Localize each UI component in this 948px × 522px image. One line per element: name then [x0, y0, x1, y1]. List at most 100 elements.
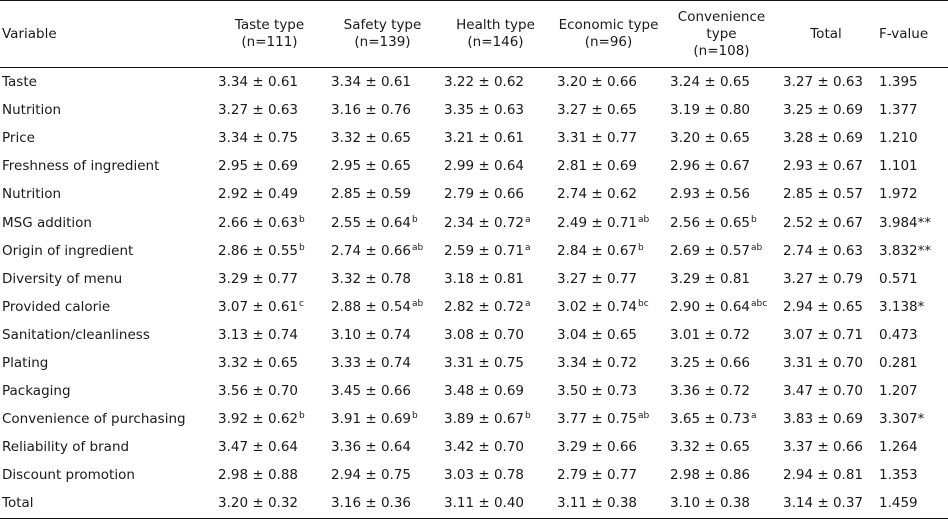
cell-value: 3.35 ± 0.63	[444, 102, 525, 119]
cell-value: 3.08 ± 0.70	[444, 326, 525, 343]
table-cell: 3.29 ± 0.66	[551, 433, 664, 461]
cell-value: 3.20 ± 0.65	[670, 130, 751, 147]
table-cell: 2.59 ± 0.71a	[438, 237, 551, 265]
table-cell: 3.07 ± 0.61c	[212, 293, 325, 321]
table-cell: 3.20 ± 0.66	[551, 68, 664, 97]
table-cell: 3.21 ± 0.61	[438, 124, 551, 152]
table-cell: 3.10 ± 0.38	[664, 489, 777, 519]
cell-value: 3.47 ± 0.64	[218, 439, 299, 456]
table-cell: 3.27 ± 0.63	[212, 96, 325, 124]
cell-value: 3.04 ± 0.65	[557, 326, 638, 343]
table-cell: 3.33 ± 0.74	[325, 349, 438, 377]
f-value: 0.473	[879, 326, 918, 343]
cell-value: 2.86 ± 0.55	[218, 242, 299, 259]
f-value: 1.207	[879, 383, 918, 400]
header-health-type: Health type (n=146)	[438, 0, 551, 68]
cell-value: 3.14 ± 0.37	[783, 495, 864, 512]
cell-value: 2.56 ± 0.65	[670, 214, 751, 231]
table-row: Packaging 3.56 ± 0.70 3.45 ± 0.66 3.48 ± 0.…	[0, 377, 948, 405]
cell-value: 3.29 ± 0.66	[557, 439, 638, 456]
cell-value: 2.94 ± 0.81	[783, 467, 864, 484]
table-cell: 2.84 ± 0.67b	[551, 237, 664, 265]
cell-superscript: ab	[638, 214, 650, 225]
table-cell: 3.77 ± 0.75ab	[551, 405, 664, 433]
header-taste-type: Taste type (n=111)	[212, 0, 325, 68]
cell-value: 2.55 ± 0.64	[331, 214, 412, 231]
f-value: 1.264	[879, 439, 918, 456]
cell-value: 3.92 ± 0.62	[218, 411, 299, 428]
header-f-value: F-value	[873, 0, 948, 68]
header-convenience-type: Convenience type (n=108)	[664, 0, 777, 68]
cell-value: 2.85 ± 0.59	[331, 186, 412, 203]
table-cell: 3.45 ± 0.66	[325, 377, 438, 405]
table-row: Nutrition 2.92 ± 0.49 2.85 ± 0.59 2.79 ± 0.…	[0, 180, 948, 208]
table-cell: 2.99 ± 0.64	[438, 152, 551, 180]
cell-value: 3.56 ± 0.70	[218, 383, 299, 400]
cell-value: 3.13 ± 0.74	[218, 326, 299, 343]
table-cell: 3.50 ± 0.73	[551, 377, 664, 405]
table-cell: 2.81 ± 0.69	[551, 152, 664, 180]
table-row: Diversity of menu 3.29 ± 0.77 3.32 ± 0.78 3…	[0, 265, 948, 293]
table-cell: 2.82 ± 0.72a	[438, 293, 551, 321]
table-cell: 2.85 ± 0.59	[325, 180, 438, 208]
cell-superscript: a	[525, 242, 531, 253]
row-label: Packaging	[2, 383, 71, 400]
cell-value: 3.29 ± 0.81	[670, 270, 751, 287]
cell-value: 3.27 ± 0.77	[557, 270, 638, 287]
cell-value: 2.81 ± 0.69	[557, 158, 638, 175]
table-cell: 3.47 ± 0.70	[777, 377, 873, 405]
table-cell: 3.16 ± 0.76	[325, 96, 438, 124]
table-cell: 3.25 ± 0.66	[664, 349, 777, 377]
cell-value: 2.69 ± 0.57	[670, 242, 751, 259]
cell-value: 3.48 ± 0.69	[444, 383, 525, 400]
f-value: 3.832**	[879, 242, 932, 259]
table-cell: 3.91 ± 0.69b	[325, 405, 438, 433]
table-cell: 2.96 ± 0.67	[664, 152, 777, 180]
table-cell: 3.11 ± 0.38	[551, 489, 664, 519]
table-cell: 2.79 ± 0.66	[438, 180, 551, 208]
row-label: Diversity of menu	[2, 270, 123, 287]
cell-value: 3.45 ± 0.66	[331, 383, 412, 400]
cell-value: 3.27 ± 0.63	[783, 74, 864, 91]
cell-value: 2.88 ± 0.54	[331, 298, 412, 315]
table-cell: 3.34 ± 0.75	[212, 124, 325, 152]
cell-superscript: a	[525, 214, 531, 225]
table-row: Discount promotion 2.98 ± 0.88 2.94 ± 0.75…	[0, 461, 948, 489]
table-row: Price 3.34 ± 0.75 3.32 ± 0.65 3.21 ± 0.61 3.…	[0, 124, 948, 152]
table-row: Convenience of purchasing 3.92 ± 0.62b 3.9…	[0, 405, 948, 433]
cell-value: 2.66 ± 0.63	[218, 214, 299, 231]
table-cell: 2.85 ± 0.57	[777, 180, 873, 208]
table-cell: 2.74 ± 0.66ab	[325, 237, 438, 265]
table-cell: 2.95 ± 0.65	[325, 152, 438, 180]
cell-value: 3.36 ± 0.64	[331, 439, 412, 456]
header-safety-type: Safety type (n=139)	[325, 0, 438, 68]
cell-value: 3.42 ± 0.70	[444, 439, 525, 456]
cell-value: 3.01 ± 0.72	[670, 326, 751, 343]
cell-superscript: b	[299, 214, 305, 225]
cell-value: 3.31 ± 0.70	[783, 354, 864, 371]
cell-value: 3.77 ± 0.75	[557, 411, 638, 428]
table-cell: 3.65 ± 0.73a	[664, 405, 777, 433]
cell-value: 3.32 ± 0.65	[218, 354, 299, 371]
cell-value: 2.79 ± 0.77	[557, 467, 638, 484]
cell-value: 3.07 ± 0.61	[218, 298, 299, 315]
cell-value: 2.96 ± 0.67	[670, 158, 751, 175]
cell-value: 3.33 ± 0.74	[331, 354, 412, 371]
table-cell: 3.89 ± 0.67b	[438, 405, 551, 433]
cell-value: 2.94 ± 0.65	[783, 298, 864, 315]
cell-value: 3.34 ± 0.61	[331, 74, 412, 91]
table-cell: 3.29 ± 0.77	[212, 265, 325, 293]
cell-superscript: a	[751, 411, 757, 422]
cell-value: 2.74 ± 0.62	[557, 186, 638, 203]
cell-value: 3.34 ± 0.72	[557, 354, 638, 371]
cell-value: 2.99 ± 0.64	[444, 158, 525, 175]
table-cell: 3.42 ± 0.70	[438, 433, 551, 461]
cell-value: 3.32 ± 0.65	[670, 439, 751, 456]
table-cell: 3.31 ± 0.75	[438, 349, 551, 377]
table-cell: 2.66 ± 0.63b	[212, 208, 325, 236]
cell-value: 3.32 ± 0.65	[331, 130, 412, 147]
cell-value: 3.31 ± 0.77	[557, 130, 638, 147]
cell-value: 3.25 ± 0.69	[783, 102, 864, 119]
f-value: 3.307*	[879, 411, 925, 428]
table-cell: 2.94 ± 0.75	[325, 461, 438, 489]
